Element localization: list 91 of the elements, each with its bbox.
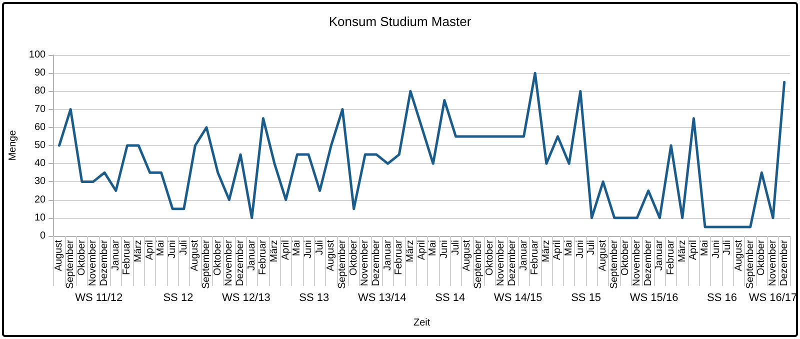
x-tick-label: August (734, 240, 745, 272)
x-tick-label: März (133, 240, 144, 262)
x-tick-label: Oktober (756, 239, 768, 276)
x-tick-label: August (54, 240, 65, 272)
x-tick-label: März (404, 240, 416, 262)
x-tick-label: November (768, 239, 779, 286)
y-axis-title: Menge (8, 130, 18, 161)
x-tick-label: Mai (564, 240, 575, 256)
y-tick-label: 20 (34, 194, 46, 206)
x-tick-label: Oktober (212, 239, 224, 276)
x-tick-label: Juni (438, 240, 450, 258)
y-tick-label: 50 (34, 140, 46, 151)
x-tick-label: Juni (303, 240, 314, 258)
x-tick-label: Juni (710, 240, 722, 258)
x-tick-label: August (190, 240, 201, 272)
line-series (58, 72, 786, 228)
x-tick-label: Januar (382, 239, 394, 271)
x-tick-label: November (496, 239, 507, 286)
text: SS 12 (163, 292, 194, 304)
x-tick-label: Dezember (642, 239, 654, 286)
text: WS 11/12 (75, 292, 123, 304)
x-tick-label: Oktober (76, 239, 88, 276)
x-tick-label: Dezember (99, 239, 110, 286)
x-tick-label: Mai (156, 240, 167, 256)
x-tick-label: September (472, 239, 484, 289)
x-tick-label: April (280, 240, 292, 260)
x-tick-label: Juli (586, 240, 598, 256)
chart-title: Konsum Studium Master (328, 14, 472, 29)
x-tick-label: Februar (258, 239, 269, 276)
text: SS 13 (299, 292, 330, 304)
text: WS 13/14 (358, 292, 406, 304)
x-tick-label: November (632, 239, 643, 286)
x-tick-label: Juli (178, 240, 190, 256)
x-tick-label: Mai (292, 240, 303, 256)
y-tick-label: 0 (40, 230, 46, 242)
x-tick-label: Oktober (484, 239, 496, 276)
x-tick-label: November (360, 239, 371, 286)
x-tick-label: September (608, 239, 620, 289)
y-tick-label: 60 (34, 122, 46, 133)
text: WS 12/13 (222, 292, 270, 304)
text: WS 14/15 (494, 292, 542, 304)
y-tick-label: 40 (34, 158, 46, 170)
x-tick-label: September (201, 239, 212, 289)
y-tick-label: 70 (34, 104, 46, 115)
x-tick-label: April (552, 240, 564, 260)
x-tick-label: September (336, 239, 348, 289)
x-tick-label: Juni (574, 240, 586, 258)
y-tick-label: 10 (34, 212, 46, 224)
x-tick-label: Dezember (235, 239, 246, 286)
x-tick-label: Oktober (348, 239, 360, 276)
x-tick-label: August (326, 240, 337, 272)
x-tick-label: Mai (428, 240, 439, 256)
x-tick-label: Juni (167, 240, 178, 258)
x-tick-label: Dezember (370, 239, 382, 286)
y-tick-label: 30 (34, 176, 46, 188)
x-tick-label: Mai (700, 240, 711, 256)
text: SS 16 (707, 292, 738, 304)
x-tick-label: Februar (530, 239, 541, 276)
x-tick-label: Oktober (620, 239, 632, 276)
x-tick-label: Januar (110, 239, 122, 271)
x-tick-label: März (269, 240, 280, 262)
x-tick-label: November (88, 239, 99, 286)
x-tick-label: September (65, 239, 76, 289)
x-tick-label: November (224, 239, 235, 286)
x-tick-label: Januar (246, 239, 258, 271)
x-tick-label: August (598, 240, 609, 272)
x-tick-label: Juli (722, 240, 734, 256)
x-tick-label: Juli (314, 240, 326, 256)
x-axis-title: Zeit (413, 318, 430, 328)
x-tick-label: März (540, 240, 552, 262)
x-tick-label: Januar (518, 239, 530, 271)
x-tick-label: Dezember (778, 239, 790, 286)
y-tick-label: 80 (34, 86, 46, 97)
x-tick-label: April (144, 240, 156, 260)
x-tick-label: Januar (654, 239, 666, 271)
y-tick-label: 100 (28, 50, 46, 60)
text: SS 14 (435, 292, 466, 304)
text: WS 16/17 (748, 292, 798, 304)
x-tick-label: Februar (666, 239, 677, 276)
x-tick-label: Februar (122, 239, 133, 276)
text: SS 15 (571, 292, 602, 304)
x-tick-label: September (744, 239, 756, 289)
x-tick-label: März (676, 240, 688, 262)
x-tick-label: April (688, 240, 700, 260)
x-tick-label: April (416, 240, 428, 260)
text: WS 15/16 (630, 292, 678, 304)
x-tick-label: August (462, 240, 473, 272)
y-tick-label: 90 (34, 68, 46, 79)
x-tick-label: Juli (450, 240, 462, 256)
x-tick-label: Dezember (506, 239, 518, 286)
x-tick-label: Februar (394, 239, 405, 276)
